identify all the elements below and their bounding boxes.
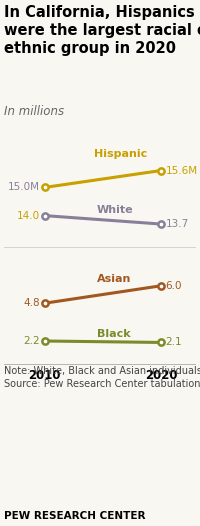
Text: 14.0: 14.0 xyxy=(17,210,40,220)
Text: Hispanic: Hispanic xyxy=(94,149,147,159)
Text: Black: Black xyxy=(97,329,131,339)
Text: Note: White, Black and Asian individuals include those who report being only one: Note: White, Black and Asian individuals… xyxy=(4,366,200,389)
Text: 15.0M: 15.0M xyxy=(8,183,40,193)
Text: 2.1: 2.1 xyxy=(166,338,182,348)
Text: In California, Hispanics
were the largest racial or
ethnic group in 2020: In California, Hispanics were the larges… xyxy=(4,5,200,56)
Text: PEW RESEARCH CENTER: PEW RESEARCH CENTER xyxy=(4,511,146,521)
Text: 4.8: 4.8 xyxy=(23,298,40,308)
Text: 2.2: 2.2 xyxy=(23,336,40,346)
Text: In millions: In millions xyxy=(4,105,64,118)
Text: 15.6M: 15.6M xyxy=(166,166,198,176)
Text: White: White xyxy=(97,205,134,215)
Text: 2010: 2010 xyxy=(28,369,61,382)
Text: Asian: Asian xyxy=(97,274,131,284)
Text: 6.0: 6.0 xyxy=(166,281,182,291)
Text: 2020: 2020 xyxy=(145,369,177,382)
Text: 13.7: 13.7 xyxy=(166,219,189,229)
